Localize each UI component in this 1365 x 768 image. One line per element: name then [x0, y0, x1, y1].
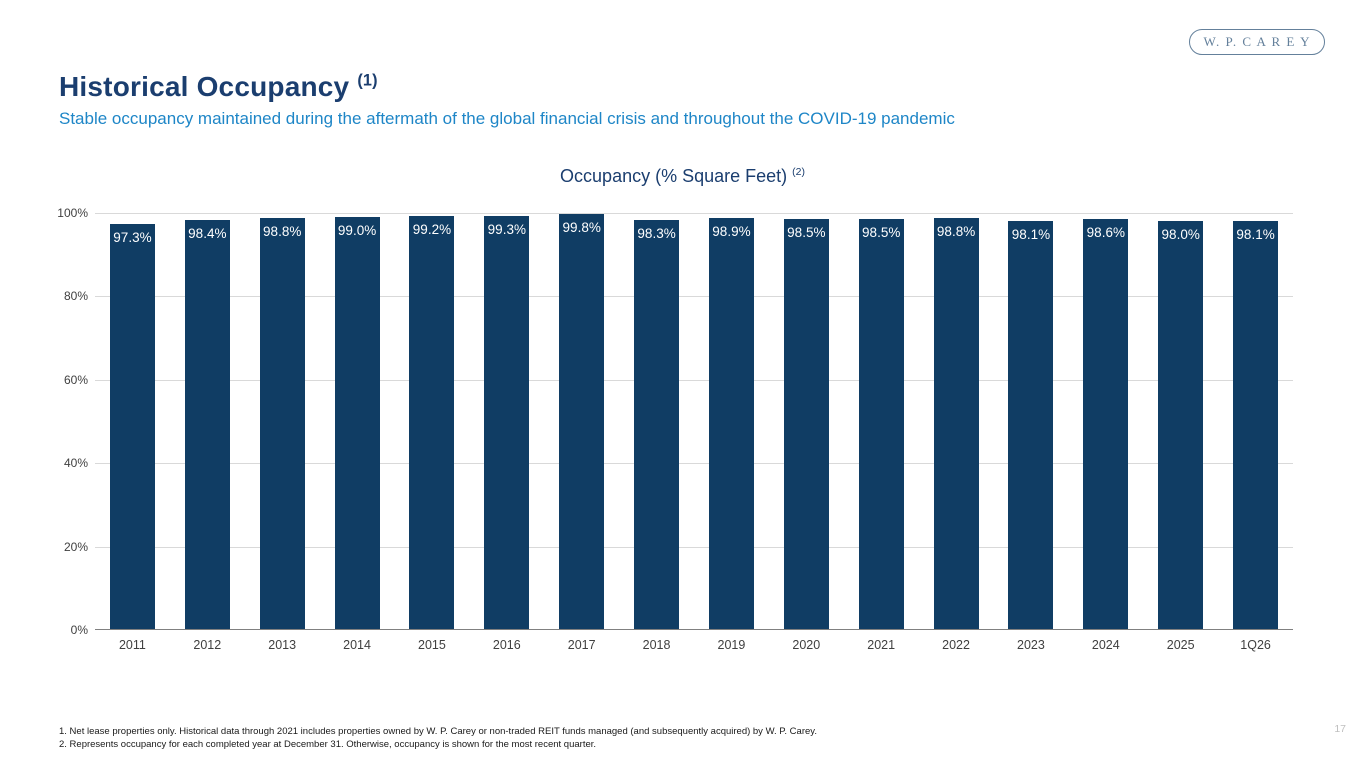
bar-value-label: 98.1%	[1236, 226, 1275, 242]
bar-value-label: 97.3%	[113, 230, 152, 246]
footnote-1: 1. Net lease properties only. Historical…	[59, 726, 817, 737]
x-tick-label: 2021	[867, 638, 896, 652]
bar-slot: 98.4%	[170, 213, 245, 630]
bar-1Q26: 98.1%	[1233, 220, 1279, 630]
bar-2011: 97.3%	[109, 224, 155, 630]
wp-carey-logo: W. P. C A R E Y	[1189, 29, 1325, 55]
y-tick-label: 60%	[63, 372, 88, 387]
bar-value-label: 98.1%	[1011, 226, 1051, 242]
bar-value-label: 99.2%	[412, 222, 452, 238]
bar-slot: 98.5%	[844, 213, 919, 630]
bar-2023: 98.1%	[1008, 220, 1054, 630]
title-footnote-ref: (1)	[357, 71, 378, 90]
gridline	[95, 463, 1293, 465]
chart-title-text: Occupancy (% Square Feet)	[560, 166, 788, 186]
y-axis-tick-labels: 100% 80% 60% 40% 20% 0%	[0, 206, 88, 637]
bar-slot: 99.2%	[395, 213, 470, 630]
bar-2014: 99.0%	[334, 217, 380, 630]
bar-slot: 97.3%	[95, 213, 170, 630]
x-tick-label: 2012	[193, 638, 222, 652]
y-tick-label: 100%	[57, 206, 88, 220]
page-title-text: Historical Occupancy	[59, 70, 350, 102]
x-tick-label: 2023	[1017, 638, 1045, 652]
bar-2024: 98.6%	[1083, 218, 1129, 630]
bar-value-label: 98.8%	[263, 224, 302, 240]
bar-value-label: 98.9%	[712, 223, 751, 239]
page-number: 17	[1334, 723, 1346, 735]
bar-slot: 98.0%	[1143, 213, 1218, 630]
y-tick-label: 20%	[63, 539, 88, 554]
y-tick-label: 0%	[70, 623, 88, 637]
x-axis-line	[95, 629, 1293, 630]
bar-value-label: 99.8%	[562, 219, 601, 235]
bar-slot: 99.8%	[544, 213, 619, 630]
bar-slot: 99.3%	[469, 213, 544, 630]
bar-slot: 98.5%	[769, 213, 844, 630]
bar-slot: 98.6%	[1068, 213, 1143, 630]
bar-value-label: 98.5%	[787, 225, 826, 241]
bar-value-label: 98.6%	[1086, 224, 1125, 240]
gridline	[95, 379, 1293, 381]
x-tick-label: 2013	[268, 638, 297, 652]
bar-2016: 99.3%	[484, 215, 530, 630]
x-tick-label: 2017	[567, 638, 596, 652]
x-tick-label: 2019	[717, 638, 746, 652]
bar-2013: 98.8%	[259, 218, 305, 630]
x-tick-label: 2015	[418, 638, 446, 652]
x-tick-label: 2018	[642, 638, 671, 652]
wp-carey-logo-text: W. P. C A R E Y	[1203, 34, 1311, 49]
x-tick-label: 2020	[792, 638, 821, 652]
bar-slot: 98.8%	[245, 213, 320, 630]
bar-slot: 98.1%	[1218, 213, 1293, 630]
bar-2021: 98.5%	[858, 219, 904, 630]
x-tick-label: 2022	[942, 638, 970, 652]
x-tick-label: 2024	[1091, 638, 1120, 652]
footnotes: 1. Net lease properties only. Historical…	[59, 726, 817, 751]
bar-value-label: 98.4%	[188, 225, 227, 241]
bar-2015: 99.2%	[409, 216, 455, 630]
chart-title-footnote-ref: (2)	[792, 167, 805, 178]
x-tick-label: 2011	[118, 638, 146, 652]
chart-title: Occupancy (% Square Feet) (2)	[0, 166, 1365, 187]
bar-slot: 98.8%	[919, 213, 994, 630]
bar-2019: 98.9%	[708, 217, 754, 630]
bar-2025: 98.0%	[1158, 221, 1204, 630]
y-tick-label: 40%	[63, 456, 88, 471]
bar-slot: 98.1%	[994, 213, 1069, 630]
bar-slot: 98.3%	[619, 213, 694, 630]
bar-2012: 98.4%	[184, 219, 230, 630]
slide-subtitle: Stable occupancy maintained during the a…	[59, 109, 955, 128]
bar-value-label: 98.5%	[862, 225, 901, 241]
gridline	[95, 546, 1293, 548]
y-tick-label: 80%	[63, 289, 88, 304]
bar-value-label: 99.0%	[337, 223, 377, 239]
footnote-2: 2. Represents occupancy for each complet…	[59, 738, 597, 750]
x-tick-label: 2025	[1166, 638, 1195, 652]
bar-2018: 98.3%	[634, 220, 680, 630]
bar-slot: 98.9%	[694, 213, 769, 630]
bar-value-label: 98.8%	[936, 224, 976, 240]
gridline	[95, 296, 1293, 298]
bar-2017: 99.8%	[559, 213, 605, 630]
gridline	[95, 213, 1293, 214]
x-tick-label: 2016	[492, 638, 521, 652]
bar-series: 97.3% 98.4% 98.8% 99.0% 99.2% 99.3% 99.8% 98.3%…	[95, 213, 1293, 630]
bar-2020: 98.5%	[783, 219, 829, 630]
x-tick-label: 2014	[343, 638, 371, 652]
bar-2022: 98.8%	[933, 218, 979, 630]
bar-value-label: 98.3%	[637, 226, 676, 242]
bar-value-label: 99.3%	[487, 221, 526, 237]
bar-value-label: 98.0%	[1161, 227, 1200, 243]
page-title: Historical Occupancy (1)	[59, 71, 378, 103]
bar-slot: 99.0%	[320, 213, 395, 630]
plot-area: 97.3% 98.4% 98.8% 99.0% 99.2% 99.3% 99.8% 98.3%…	[95, 213, 1293, 630]
x-axis-tick-labels: 2011 2012 2013 2014 2015 2016 2017 2018 2019 2020…	[95, 638, 1293, 652]
x-tick-label: 1Q26	[1240, 638, 1271, 652]
